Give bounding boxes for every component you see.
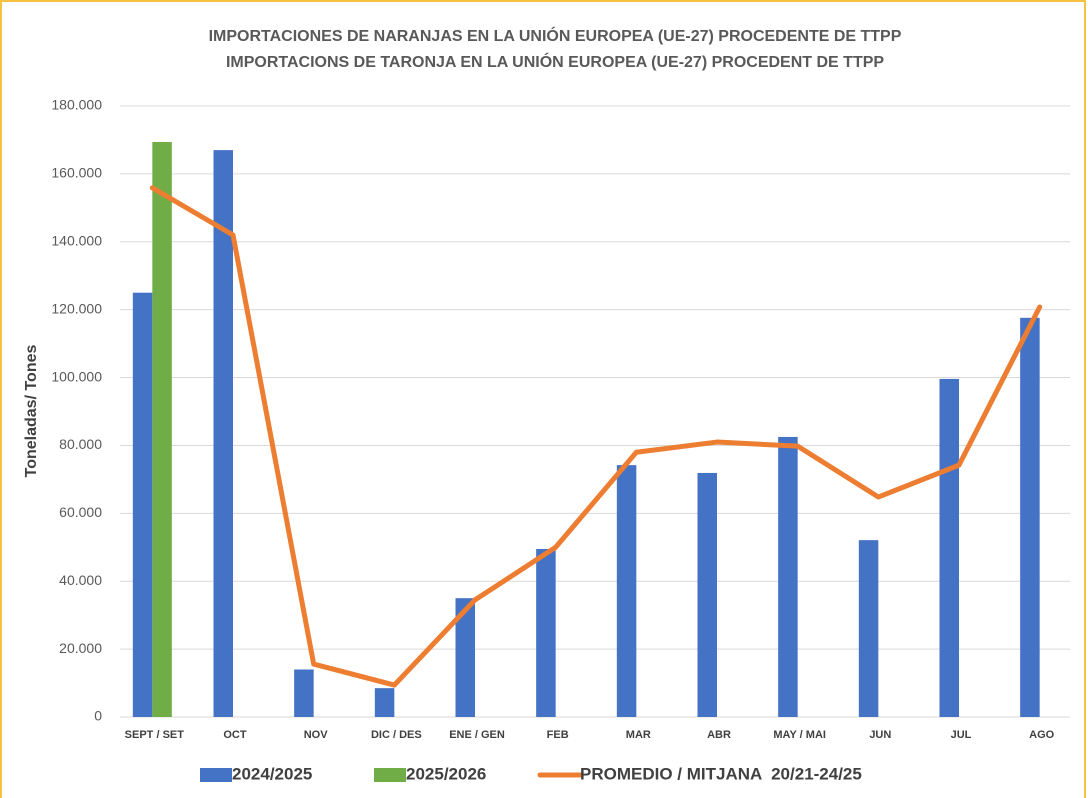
x-tick-label: JUN xyxy=(869,729,891,741)
y-tick-label: 0 xyxy=(94,708,102,724)
y-tick-label: 120.000 xyxy=(51,300,102,316)
bar xyxy=(858,540,879,717)
bar xyxy=(939,378,959,717)
bar xyxy=(152,141,172,718)
x-tick-label: JUL xyxy=(951,729,972,741)
y-tick-label: 100.000 xyxy=(51,368,102,384)
x-tick-label: ABR xyxy=(707,729,731,741)
y-tick-label: 20.000 xyxy=(59,640,102,656)
chart-title: IMPORTACIONS DE TARONJA EN LA UNIÓN EURO… xyxy=(226,52,884,71)
y-tick-label: 80.000 xyxy=(59,436,102,452)
chart-title: IMPORTACIONES DE NARANJAS EN LA UNIÓN EU… xyxy=(209,26,902,45)
bar xyxy=(1020,317,1040,717)
legend-label: PROMEDIO / MITJANA 20/21-24/25 xyxy=(580,764,862,783)
bar xyxy=(132,292,153,717)
y-tick-label: 60.000 xyxy=(59,504,102,520)
y-tick-label: 140.000 xyxy=(51,232,102,248)
legend-swatch xyxy=(200,768,232,782)
bar xyxy=(697,472,717,717)
y-axis-label: Toneladas/ Tones xyxy=(23,345,40,478)
x-tick-label: SEPT / SET xyxy=(125,729,185,741)
legend-label: 2025/2026 xyxy=(406,764,486,783)
bar xyxy=(213,150,233,717)
legend-label: 2024/2025 xyxy=(232,764,312,783)
y-tick-label: 160.000 xyxy=(51,165,102,181)
y-tick-label: 180.000 xyxy=(51,97,102,113)
bar xyxy=(536,548,556,717)
bar xyxy=(778,436,798,717)
bar xyxy=(294,669,314,717)
x-tick-label: FEB xyxy=(547,729,569,741)
bar xyxy=(374,688,395,717)
x-tick-label: MAR xyxy=(626,729,651,741)
y-tick-label: 40.000 xyxy=(59,572,102,588)
x-tick-label: AGO xyxy=(1029,729,1055,741)
bar xyxy=(616,465,637,717)
line xyxy=(149,185,1043,688)
x-tick-label: OCT xyxy=(223,729,247,741)
bar xyxy=(455,598,475,717)
legend-swatch xyxy=(374,768,406,782)
x-tick-label: NOV xyxy=(304,729,329,741)
x-tick-label: MAY / MAI xyxy=(773,729,826,741)
x-tick-label: ENE / GEN xyxy=(449,729,505,741)
x-tick-label: DIC / DES xyxy=(371,729,422,741)
